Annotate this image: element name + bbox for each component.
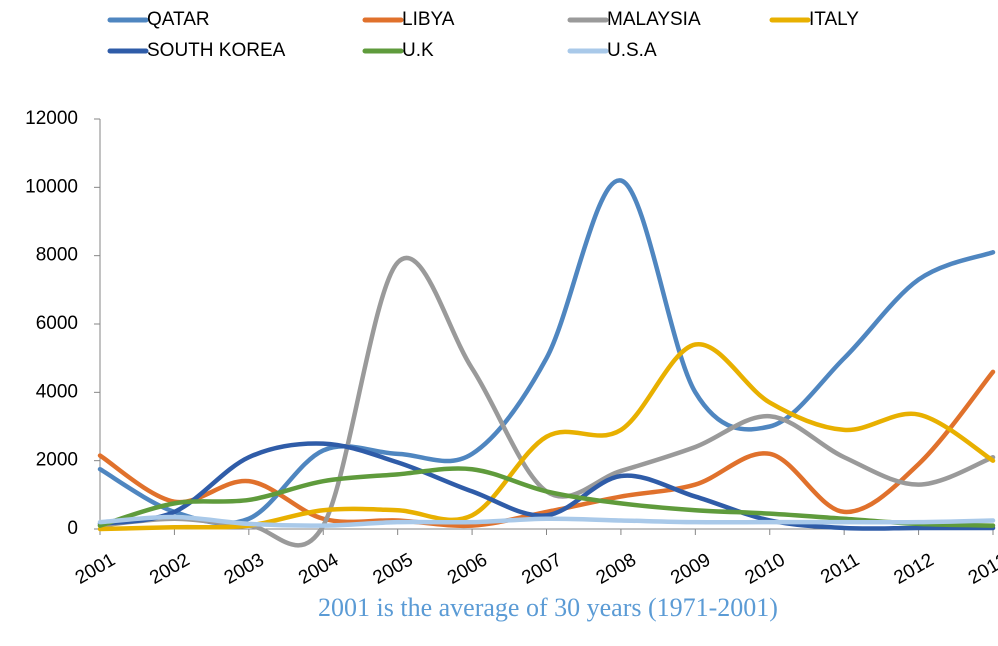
x-tick-label: 2011	[817, 549, 863, 588]
y-tick-label: 4000	[36, 381, 78, 402]
legend-label: ITALY	[809, 9, 859, 30]
line-series	[97, 466, 996, 528]
x-tick-label: 2003	[221, 549, 268, 588]
line-series	[97, 178, 996, 526]
line-series	[97, 369, 996, 529]
legend-label: QATAR	[147, 9, 210, 30]
legend-label: U.S.A	[607, 40, 657, 61]
caption: 2001 is the average of 30 years (1971-20…	[318, 593, 778, 622]
x-tick-label: 2001	[72, 549, 119, 588]
x-tick-label: 2012	[890, 549, 937, 588]
line-series	[97, 255, 996, 548]
line-series	[97, 441, 996, 531]
legend-label: LIBYA	[402, 9, 455, 30]
y-tick-label: 10000	[25, 176, 78, 197]
x-tick-label: 2004	[295, 549, 342, 589]
x-tick-label: 2013	[965, 549, 998, 588]
line-series	[97, 514, 996, 528]
x-tick-label: 2010	[742, 549, 789, 588]
y-tick-label: 0	[67, 518, 78, 539]
x-tick-label: 2002	[146, 549, 193, 588]
y-tick-label: 6000	[36, 313, 78, 334]
x-tick-label: 2005	[370, 549, 417, 588]
y-tick-label: 8000	[36, 245, 78, 266]
x-tick-label: 2006	[444, 549, 491, 588]
x-tick-label: 2008	[593, 549, 640, 588]
x-tick-label: 2009	[667, 549, 714, 588]
x-tick-label: 2007	[518, 549, 565, 588]
legend-label: MALAYSIA	[607, 9, 701, 30]
y-tick-label: 2000	[36, 450, 78, 471]
legend-label: SOUTH KOREA	[147, 40, 286, 61]
y-tick-label: 12000	[25, 108, 78, 129]
legend-label: U.K	[402, 40, 434, 61]
